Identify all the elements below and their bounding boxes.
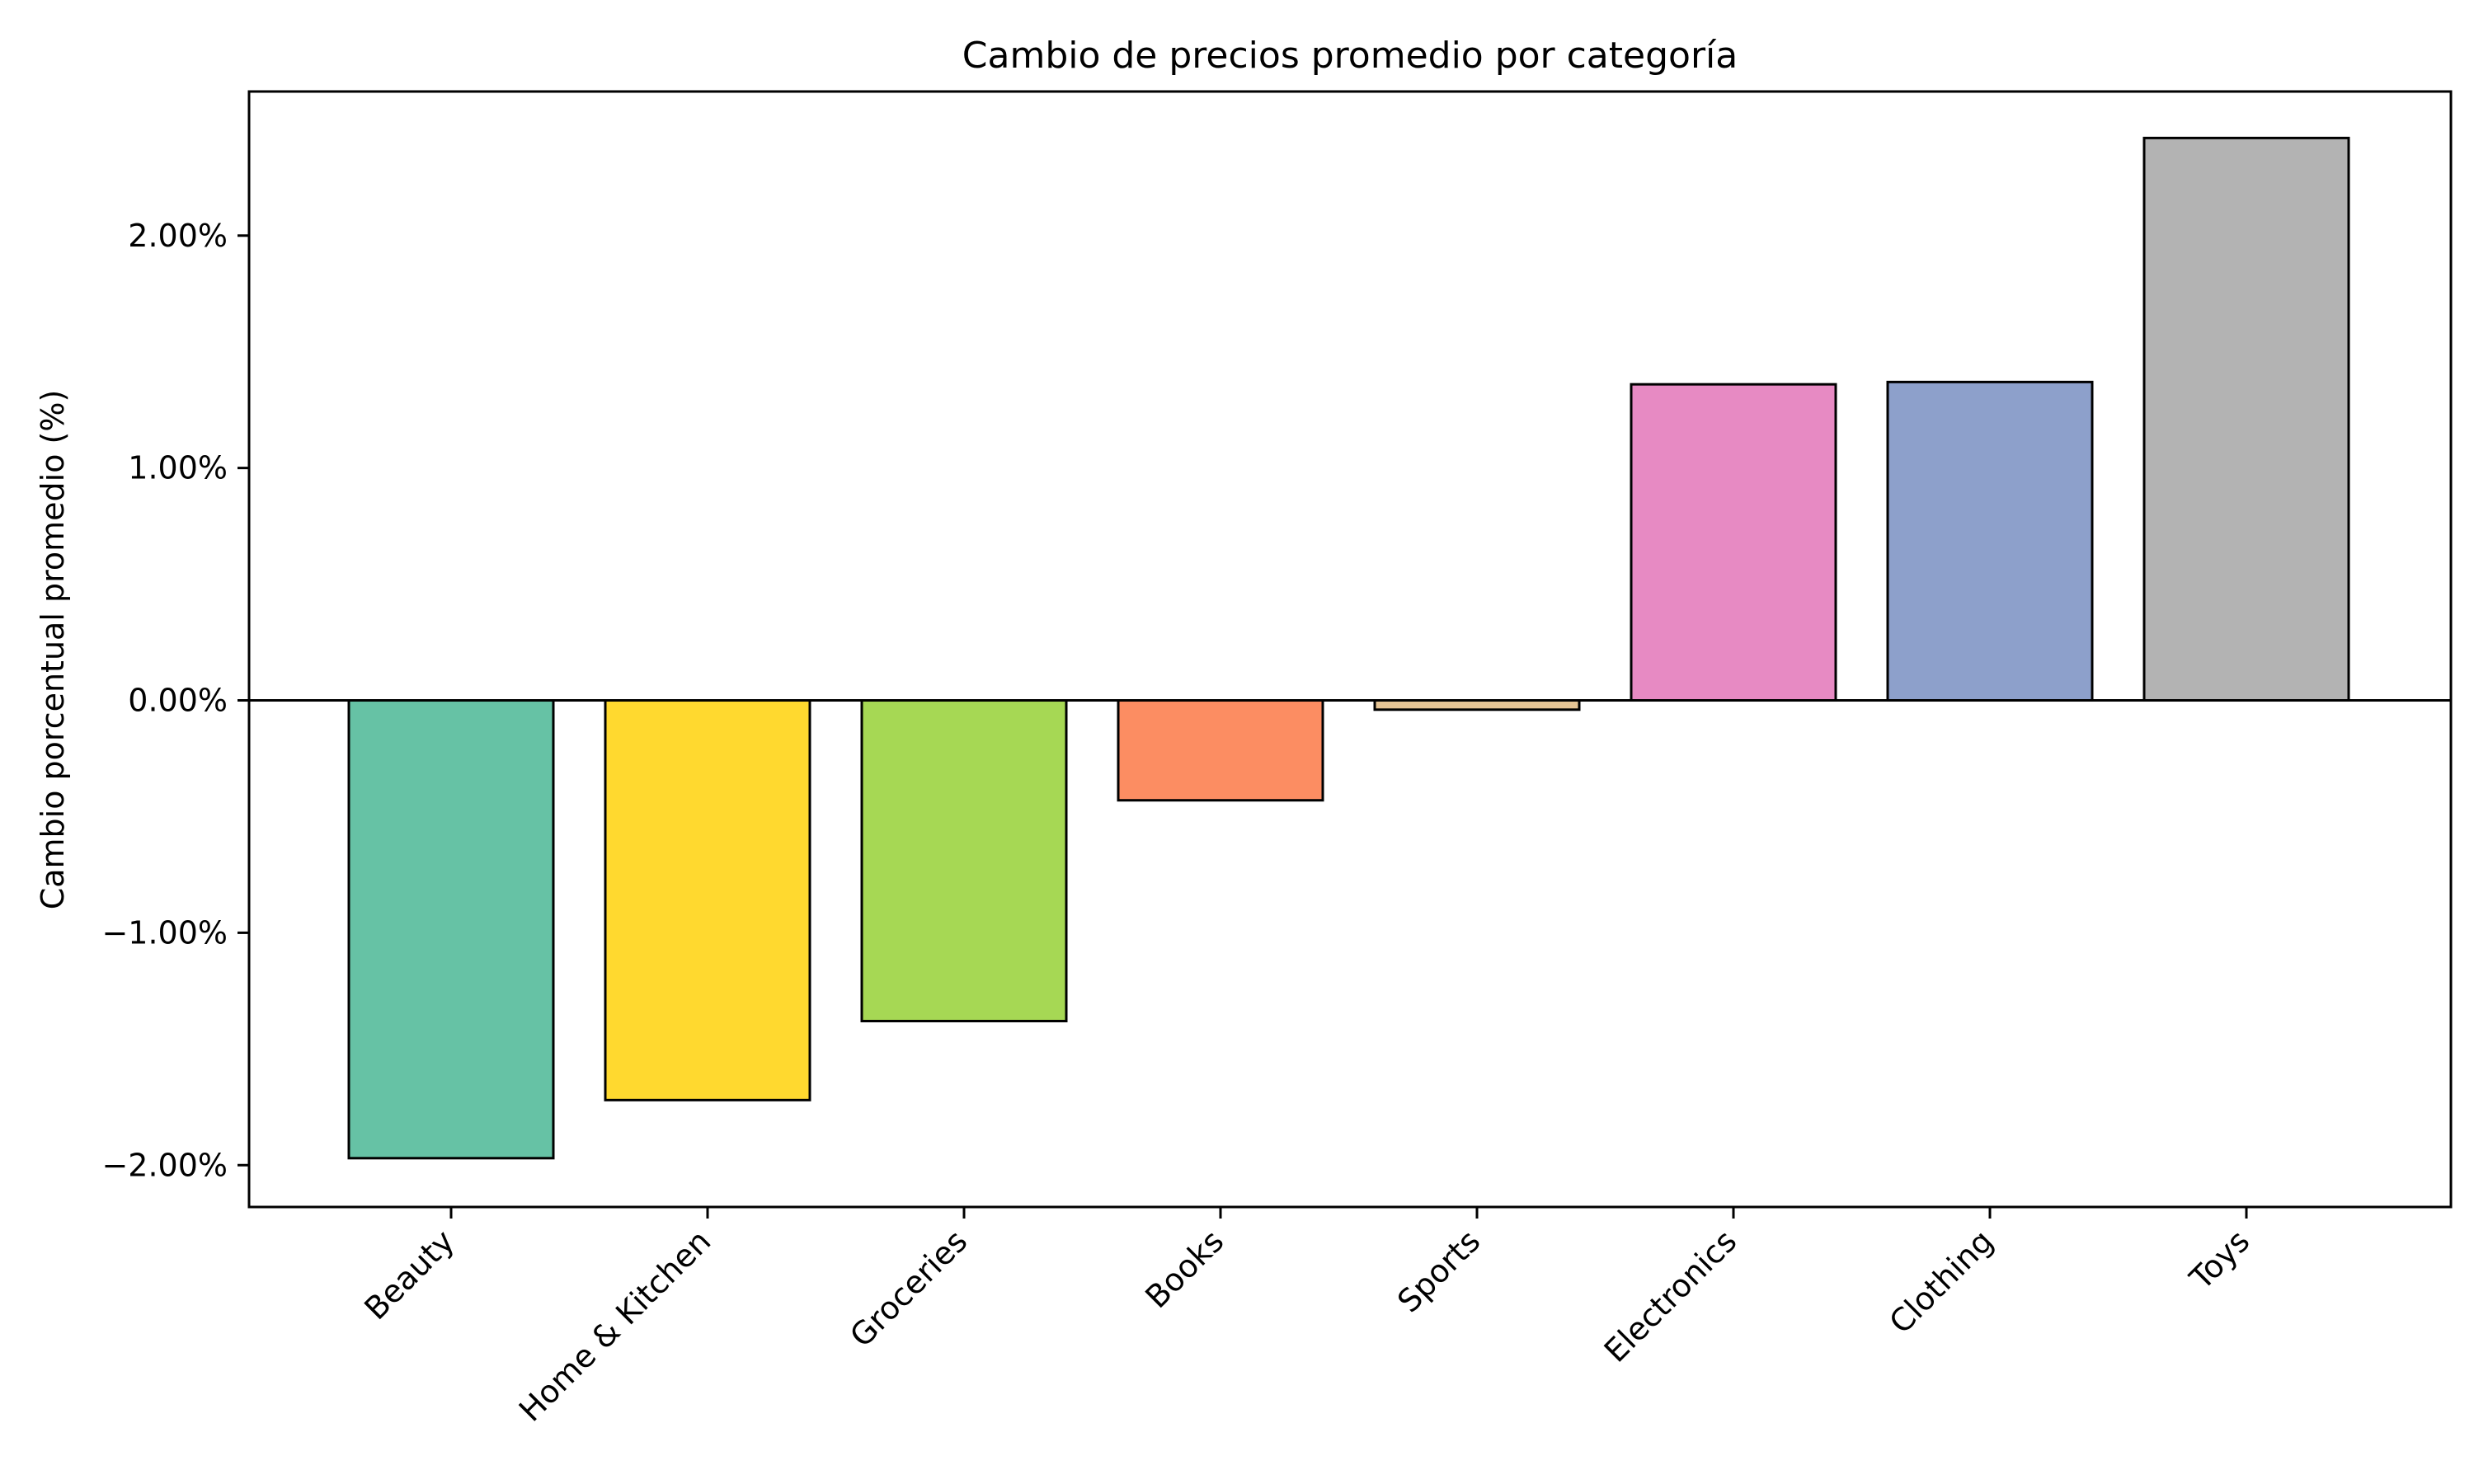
y-axis-label: Cambio porcentual promedio (%) [35, 390, 71, 910]
y-tick-label: 1.00% [128, 450, 228, 486]
bar-beauty [347, 699, 555, 1160]
bars-layer [347, 136, 2350, 1160]
y-tick-label: −2.00% [101, 1147, 228, 1183]
chart-title: Cambio de precios promedio por categoría [962, 35, 1738, 77]
bar-toys [2142, 136, 2350, 702]
bar-groceries [860, 699, 1068, 1022]
bar-clothing [1886, 380, 2094, 702]
y-ticks-layer: −2.00% −1.00% 0.00% 1.00% 2.00% [101, 218, 249, 1183]
y-tick-label: −1.00% [101, 914, 228, 951]
plot-frame [247, 90, 2453, 1209]
bar-electronics [1630, 383, 1837, 702]
y-tick-label: 2.00% [128, 218, 228, 254]
bar-books [1117, 699, 1324, 802]
y-tick-label: 0.00% [128, 683, 228, 719]
bar-sports [1373, 699, 1581, 711]
bar-home-kitchen [604, 699, 811, 1101]
